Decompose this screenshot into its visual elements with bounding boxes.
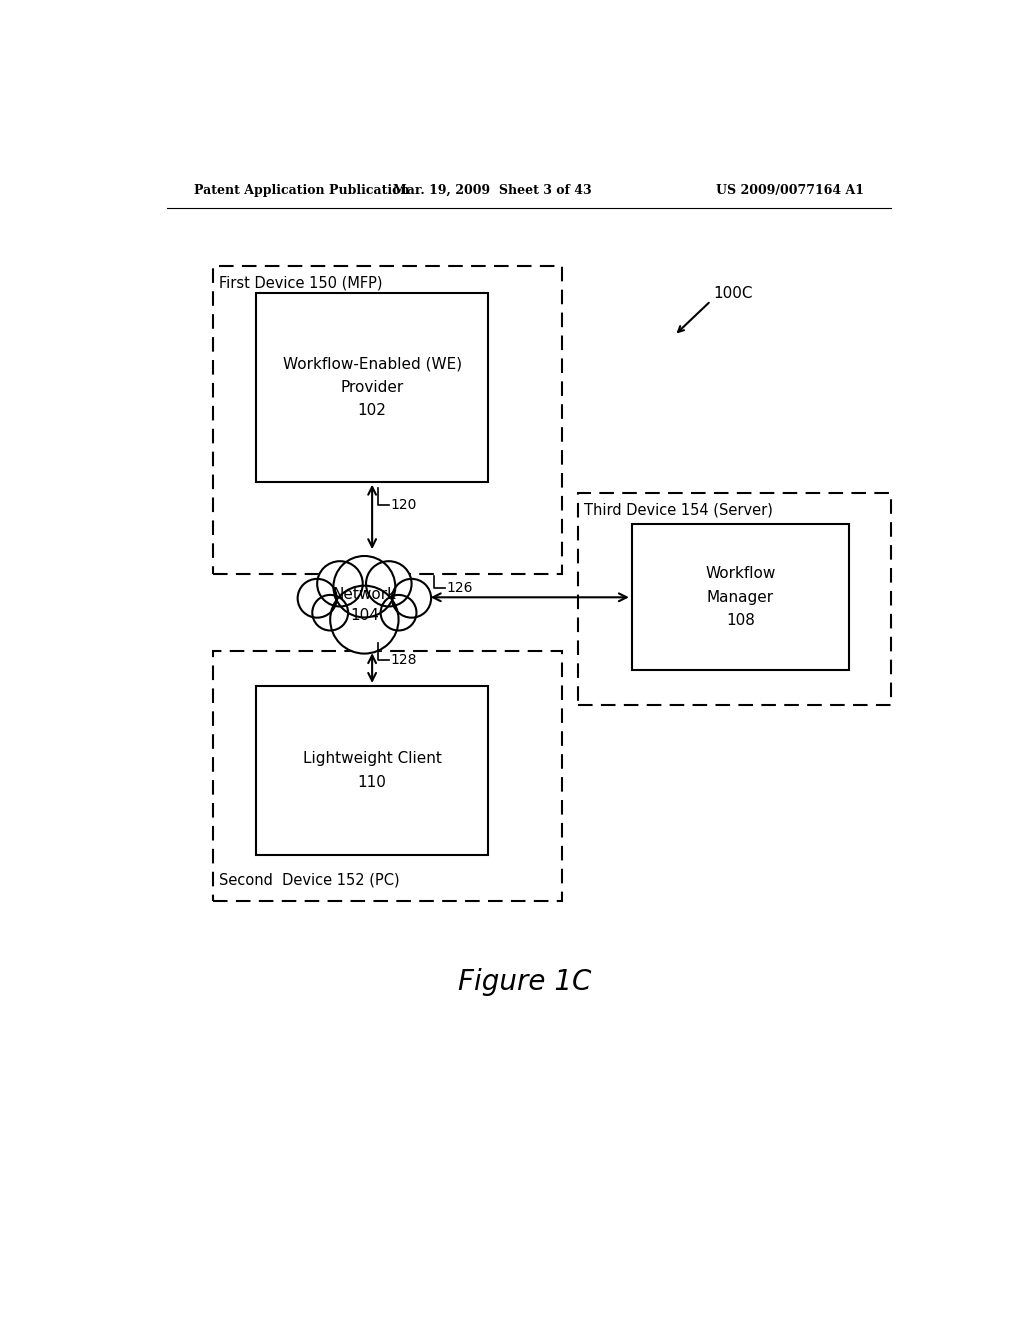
- Text: Third Device 154 (Server): Third Device 154 (Server): [584, 503, 772, 517]
- Circle shape: [392, 579, 431, 618]
- FancyBboxPatch shape: [256, 686, 488, 855]
- FancyBboxPatch shape: [213, 651, 562, 902]
- Text: 100C: 100C: [713, 285, 753, 301]
- Circle shape: [366, 561, 412, 606]
- Text: Second  Device 152 (PC): Second Device 152 (PC): [219, 873, 400, 887]
- Text: Lightweight Client
110: Lightweight Client 110: [303, 751, 441, 789]
- FancyBboxPatch shape: [578, 494, 891, 705]
- Text: US 2009/0077164 A1: US 2009/0077164 A1: [716, 185, 864, 197]
- Text: Patent Application Publication: Patent Application Publication: [194, 185, 410, 197]
- Circle shape: [312, 595, 348, 631]
- Text: Figure 1C: Figure 1C: [458, 969, 592, 997]
- Circle shape: [298, 579, 337, 618]
- Circle shape: [334, 556, 395, 618]
- Text: 128: 128: [391, 653, 417, 668]
- Circle shape: [330, 586, 398, 653]
- Text: Workflow
Manager
108: Workflow Manager 108: [706, 566, 775, 628]
- Text: Mar. 19, 2009  Sheet 3 of 43: Mar. 19, 2009 Sheet 3 of 43: [393, 185, 592, 197]
- Ellipse shape: [303, 569, 425, 632]
- Text: Network
104: Network 104: [333, 587, 396, 623]
- Text: First Device 150 (MFP): First Device 150 (MFP): [219, 276, 383, 290]
- Text: Workflow-Enabled (WE)
Provider
102: Workflow-Enabled (WE) Provider 102: [283, 356, 462, 418]
- FancyBboxPatch shape: [256, 293, 488, 482]
- Circle shape: [317, 561, 362, 606]
- Text: 126: 126: [446, 581, 473, 595]
- Text: 120: 120: [391, 499, 417, 512]
- Circle shape: [381, 595, 417, 631]
- FancyBboxPatch shape: [213, 267, 562, 574]
- FancyBboxPatch shape: [632, 524, 849, 671]
